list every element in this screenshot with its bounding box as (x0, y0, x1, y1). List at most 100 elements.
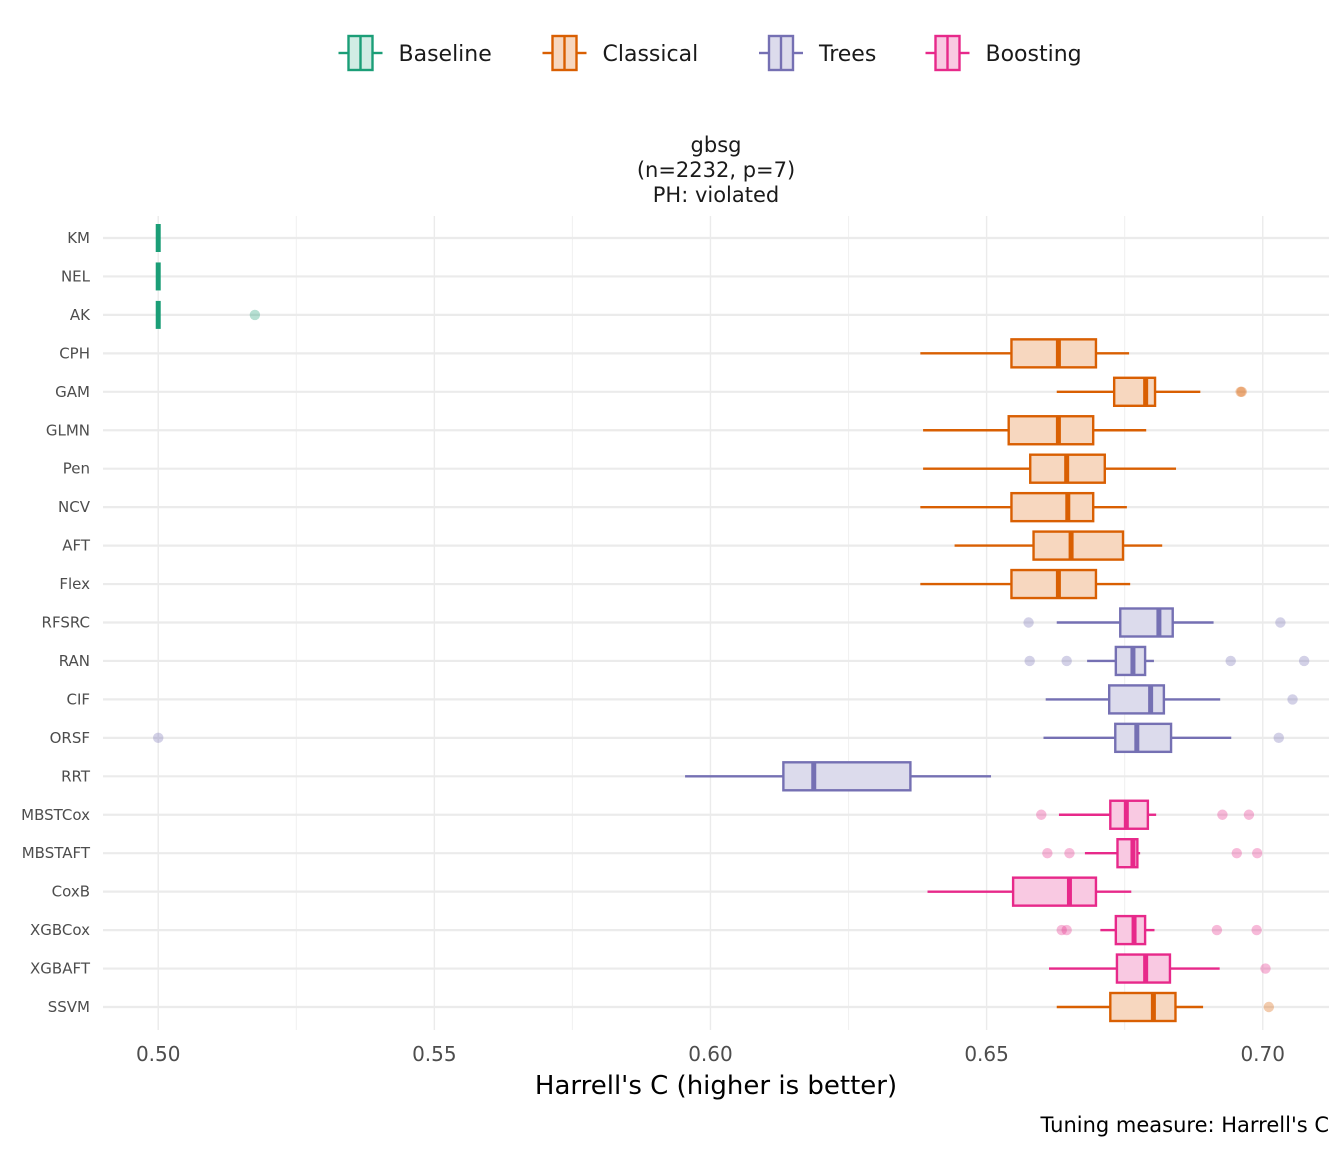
box (1011, 876, 1098, 907)
box (1114, 914, 1147, 946)
box (1108, 684, 1166, 715)
row-cph (920, 338, 1130, 369)
y-tick-label: AK (70, 306, 91, 324)
legend-label: Baseline (399, 42, 492, 67)
box (1109, 799, 1150, 830)
x-tick-label: 0.60 (688, 1042, 733, 1066)
y-tick-label: KM (67, 229, 90, 247)
outlier-point (1235, 386, 1246, 397)
y-tick-label: CoxB (52, 883, 90, 901)
x-tick-label: 0.50 (136, 1042, 181, 1066)
row-aft (954, 530, 1163, 561)
axis-layer: 0.50 0.55 0.60 0.65 0.70 KM NEL AK CPH GAM GLMN Pen… (21, 229, 1285, 1066)
box (1032, 530, 1125, 561)
y-tick-label: MBSTCox (21, 806, 90, 824)
facet-title-line-2: (n=2232, p=7) (637, 158, 795, 182)
legend-item-classical: Classical (542, 34, 699, 72)
legend-item-trees: Trees (759, 34, 876, 72)
y-tick-label: GAM (55, 383, 90, 401)
y-tick-label: CIF (66, 690, 90, 708)
row-flex (920, 568, 1131, 600)
legend-label: Classical (603, 42, 699, 67)
facet-strip-title: gbsg (n=2232, p=7) PH: violated (637, 133, 795, 207)
box (1010, 568, 1098, 600)
box (1109, 991, 1177, 1023)
facet-title-line-3: PH: violated (653, 183, 780, 207)
x-tick-label: 0.55 (412, 1042, 457, 1066)
outlier-point (1287, 694, 1298, 705)
legend-label: Trees (818, 42, 876, 67)
row-xgbaft (1049, 953, 1271, 984)
outlier-point (1024, 655, 1035, 667)
y-tick-label: NEL (61, 267, 91, 285)
outlier-point (153, 732, 164, 744)
row-cif (1045, 684, 1298, 715)
y-tick-label: RAN (59, 652, 90, 670)
outlier-point (1260, 963, 1271, 974)
y-tick-label: NCV (58, 498, 91, 516)
y-tick-label: Pen (63, 460, 90, 478)
outlier-point (1217, 809, 1228, 820)
outlier-point (1252, 848, 1263, 859)
rows-layer (153, 224, 1310, 1023)
facet-title-line-1: gbsg (691, 133, 742, 157)
y-tick-label: XGBAFT (30, 960, 91, 978)
x-axis-label: Harrell's C (higher is better) (535, 1071, 897, 1101)
outlier-point (1042, 848, 1053, 859)
row-ncv (920, 491, 1127, 523)
row-rrt (685, 761, 992, 792)
outlier-point (1243, 809, 1255, 820)
outlier-point (249, 309, 261, 321)
y-tick-label: Flex (59, 575, 90, 593)
row-ran (1024, 645, 1310, 677)
outlier-point (1023, 617, 1034, 628)
row-xgbcox (1056, 914, 1262, 946)
outlier-point (1064, 848, 1075, 859)
row-gam (1056, 376, 1247, 407)
legend-item-baseline: Baseline (338, 34, 492, 72)
box (782, 761, 912, 792)
legend-item-boosting: Boosting (925, 34, 1082, 72)
box (1010, 491, 1095, 523)
y-tick-label: RFSRC (42, 614, 90, 632)
outlier-point (1273, 732, 1284, 744)
row-ssvm (1056, 991, 1275, 1023)
outlier-point (1225, 655, 1236, 667)
legend: Baseline Classical Trees Boosting (338, 34, 1082, 72)
outlier-point (1275, 617, 1286, 628)
y-tick-label: GLMN (46, 421, 90, 439)
y-tick-label: SSVM (48, 998, 90, 1016)
row-mbstaft (1042, 838, 1263, 869)
y-tick-label: AFT (62, 537, 91, 555)
box (1114, 722, 1173, 754)
box (1010, 338, 1098, 369)
row-mbstcox (1036, 799, 1255, 830)
x-tick-label: 0.70 (1240, 1042, 1285, 1066)
row-coxb (927, 876, 1132, 907)
outlier-point (1056, 924, 1067, 936)
outlier-point (1211, 924, 1223, 936)
y-tick-label: CPH (59, 344, 90, 362)
outlier-point (1036, 809, 1047, 820)
box (1112, 376, 1157, 407)
row-ak (155, 300, 261, 329)
outlier-point (1298, 655, 1310, 667)
outlier-point (1263, 1001, 1275, 1013)
x-tick-label: 0.65 (964, 1042, 1009, 1066)
legend-label: Boosting (986, 42, 1082, 67)
row-rfsrc (1023, 607, 1286, 638)
y-tick-label: XGBCox (30, 921, 90, 939)
outlier-point (1251, 924, 1262, 936)
box (1007, 415, 1095, 446)
outlier-point (1061, 924, 1072, 936)
caption: Tuning measure: Harrell's C (1040, 1113, 1329, 1137)
y-tick-label: RRT (61, 767, 91, 785)
box (1119, 607, 1174, 638)
y-tick-label: ORSF (50, 729, 90, 747)
row-pen (923, 453, 1177, 484)
outlier-point (1061, 655, 1072, 667)
row-orsf (153, 722, 1284, 754)
outlier-point (1236, 386, 1247, 397)
